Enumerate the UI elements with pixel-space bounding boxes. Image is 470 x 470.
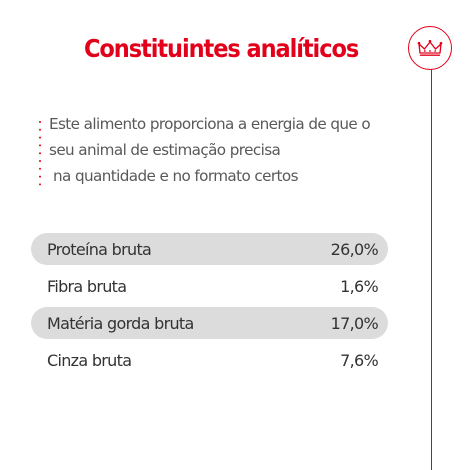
accent-dot [39,152,41,155]
constituent-row: Cinza bruta 7,6% [31,344,388,376]
crown-badge [408,26,452,70]
constituent-row: Proteína bruta 26,0% [31,233,388,265]
accent-dot [39,175,41,178]
intro-paragraph: Este alimento proporciona a energia de q… [49,111,394,189]
accent-dot [39,160,41,162]
constituent-value: 1,6% [340,276,379,296]
intro-line: na quantidade e no formato certos [53,167,299,185]
accent-dot [39,167,41,170]
intro-line: Este alimento proporciona a energia de q… [49,115,371,133]
intro-dotted-accent [38,120,42,186]
constituent-name: Fibra bruta [47,276,127,296]
accent-dot [39,183,41,186]
accent-dot [39,136,41,139]
constituent-name: Proteína bruta [47,239,152,259]
constituent-row: Matéria gorda bruta 17,0% [31,307,388,339]
constituent-value: 17,0% [330,313,379,333]
page-title: Constituintes analíticos [84,34,359,63]
constituent-name: Matéria gorda bruta [47,313,194,333]
constituent-value: 26,0% [330,239,379,259]
constituent-row: Fibra bruta 1,6% [31,270,388,302]
constituent-value: 7,6% [340,350,379,370]
accent-dot [39,121,41,123]
accent-dot [39,144,41,147]
accent-dot [39,128,41,131]
constituents-table: Proteína bruta 26,0% Fibra bruta 1,6% Ma… [31,233,388,381]
crown-icon [417,39,443,56]
constituent-name: Cinza bruta [47,350,132,370]
intro-line: seu animal de estimação precisa [49,141,281,159]
decorative-vertical-line [431,68,432,470]
